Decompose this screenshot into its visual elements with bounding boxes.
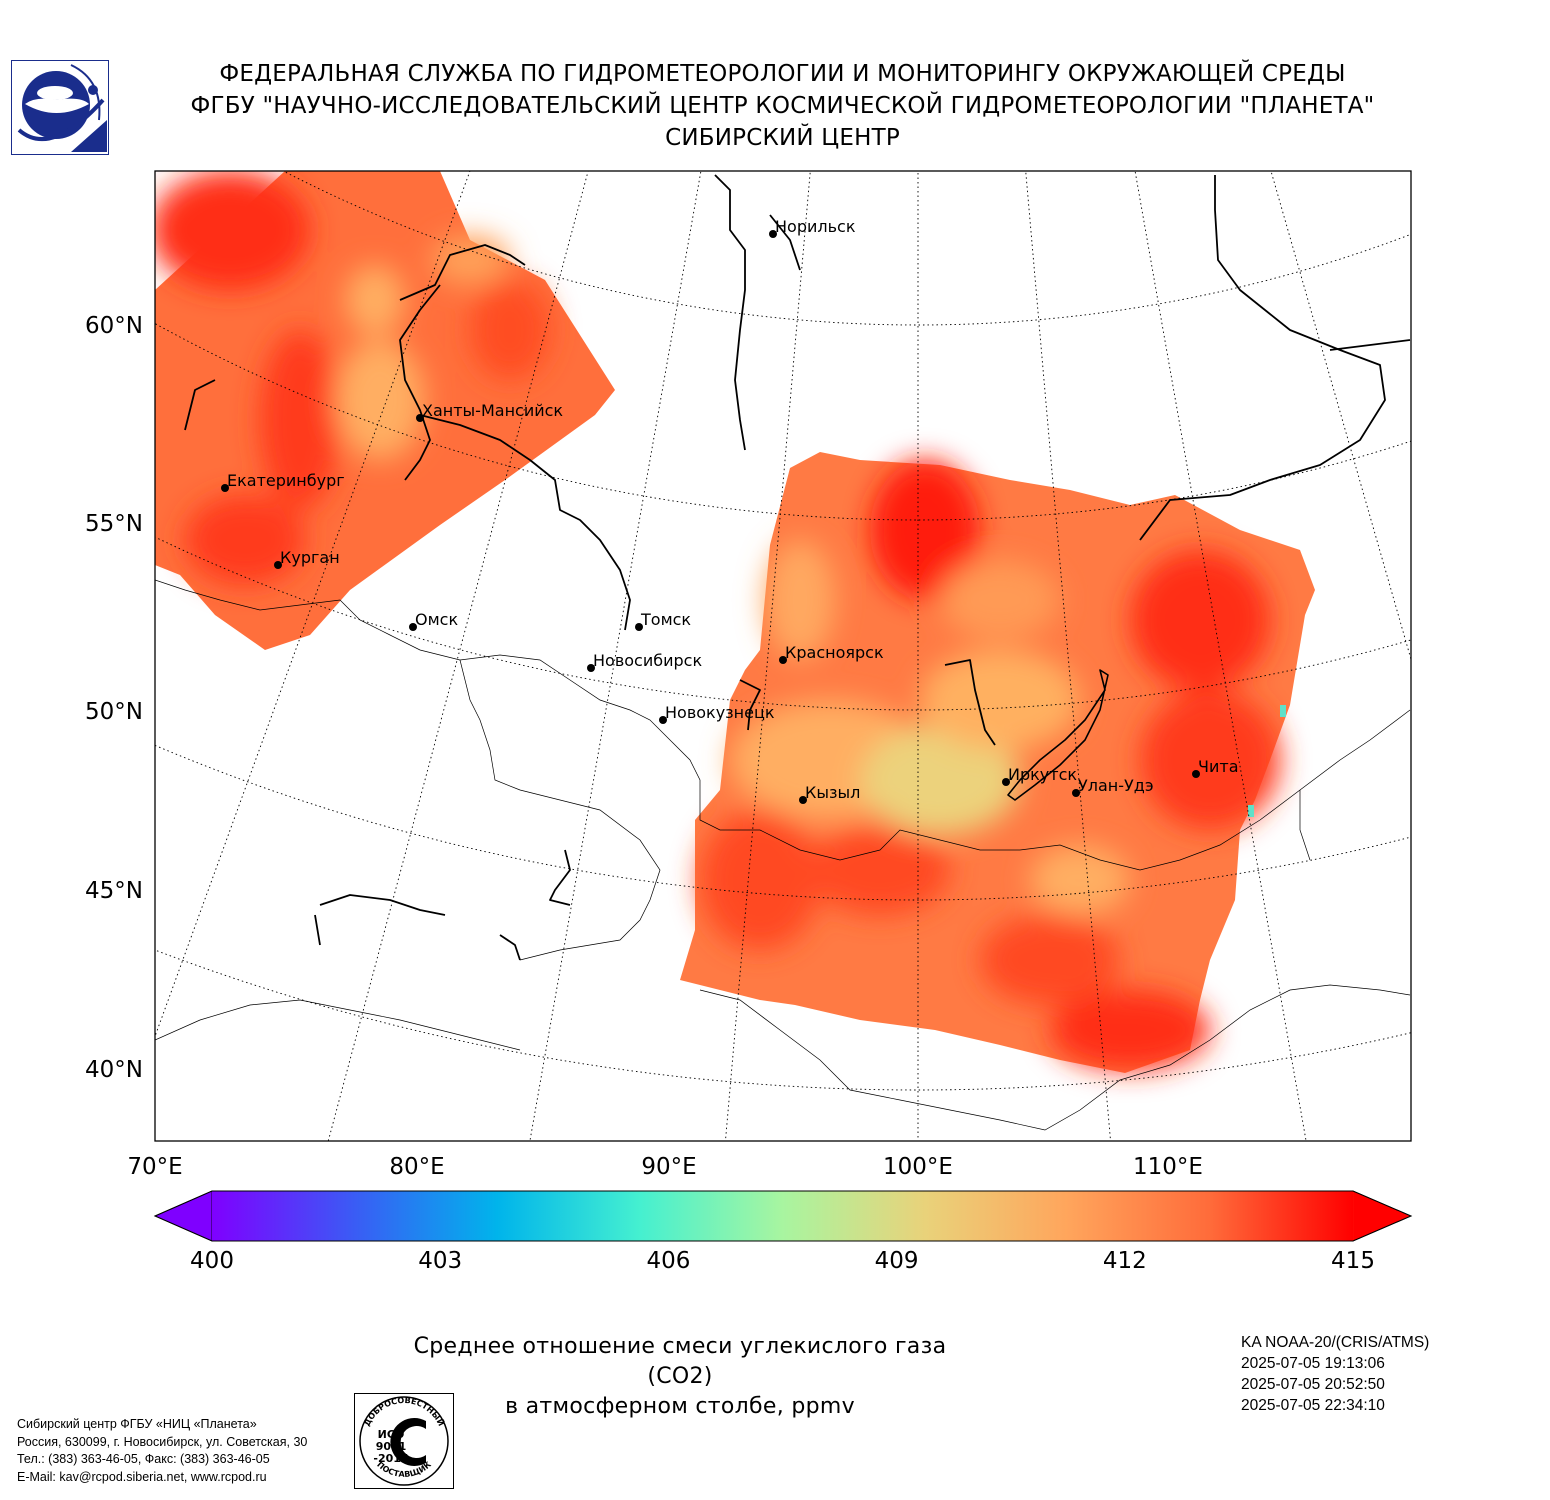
product-title: Среднее отношение смеси углекислого газа… <box>380 1332 980 1422</box>
iso-line-3: -2015 <box>373 1452 408 1465</box>
city-dot <box>1072 789 1080 797</box>
lon-tick-label: 80°E <box>389 1154 444 1180</box>
footer-line-1: Сибирский центр ФГБУ «НИЦ «Планета» <box>17 1417 257 1431</box>
iso-line-1: ИСО <box>378 1428 405 1441</box>
city-label: Екатеринбург <box>227 471 345 490</box>
lon-tick-label: 110°E <box>1133 1154 1203 1180</box>
city-label: Новокузнецк <box>665 703 775 722</box>
co2-swath-east <box>680 452 1315 1073</box>
header-line-1: ФЕДЕРАЛЬНАЯ СЛУЖБА ПО ГИДРОМЕТЕОРОЛОГИИ … <box>219 61 1346 87</box>
footer-line-2: Россия, 630099, г. Новосибирск, ул. Сове… <box>17 1434 308 1449</box>
lat-tick-label: 40°N <box>85 1057 143 1083</box>
city-label: Красноярск <box>785 643 884 662</box>
satellite-time-2: 2025-07-05 20:52:50 <box>1241 1376 1385 1393</box>
city-label: Курган <box>280 548 340 567</box>
latitude-labels: 60°N 55°N 50°N 45°N 40°N <box>85 313 143 1083</box>
colorbar-tick-label: 406 <box>646 1248 690 1274</box>
city-label: Томск <box>640 610 691 629</box>
lat-tick-label: 45°N <box>85 878 143 904</box>
colorbar: 400 403 406 409 412 415 <box>153 1190 1413 1274</box>
satellite-time-1: 2025-07-05 19:13:06 <box>1241 1355 1385 1372</box>
cities-layer: Норильск Ханты-Мансийск Екатеринбург Курган… <box>221 217 1239 804</box>
footer-contacts: Сибирский центр ФГБУ «НИЦ «Планета» Росс… <box>17 1416 307 1486</box>
city-marker: Иркутск <box>1002 765 1077 786</box>
city-dot <box>779 656 787 664</box>
city-marker: Норильск <box>769 217 856 238</box>
city-label: Ханты-Мансийск <box>422 401 563 420</box>
coastlines <box>184 174 1411 961</box>
footer-line-3: Тел.: (383) 363-46-05, Факс: (383) 363-4… <box>17 1452 270 1466</box>
colorbar-tick-label: 412 <box>1103 1248 1147 1274</box>
city-marker: Чита <box>1192 757 1239 778</box>
city-marker: Кызыл <box>799 783 860 804</box>
city-dot <box>769 230 777 238</box>
city-label: Кызыл <box>805 783 860 802</box>
colorbar-outline <box>153 1190 1413 1242</box>
city-marker: Омск <box>409 610 458 631</box>
planeta-logo-icon <box>11 60 109 155</box>
colorbar-max-extend <box>1352 1190 1413 1242</box>
city-marker: Улан-Удэ <box>1072 776 1154 797</box>
city-label: Улан-Удэ <box>1078 776 1154 795</box>
city-dot <box>587 664 595 672</box>
city-marker: Томск <box>635 610 691 631</box>
city-dot <box>1002 778 1010 786</box>
satellite-name: KA NOAA-20/(CRIS/ATMS) <box>1241 1334 1430 1351</box>
footer-line-4: E-Mail: kav@rcpod.siberia.net, www.rcpod… <box>17 1469 267 1484</box>
city-dot <box>221 484 229 492</box>
city-marker: Новосибирск <box>587 651 702 672</box>
city-label: Чита <box>1198 757 1239 776</box>
city-marker: Новокузнецк <box>659 703 775 724</box>
colorbar-fill <box>212 1191 1353 1241</box>
lon-tick-label: 100°E <box>883 1154 953 1180</box>
colorbar-tick-label: 403 <box>418 1248 462 1274</box>
colorbar-tick-label: 409 <box>875 1248 919 1274</box>
header-line-3: СИБИРСКИЙ ЦЕНТР <box>665 125 900 151</box>
header: ФЕДЕРАЛЬНАЯ СЛУЖБА ПО ГИДРОМЕТЕОРОЛОГИИ … <box>120 58 1445 154</box>
iso-certificate-stamp: ДОБРОСОВЕСТНЫЙ ПОСТАВЩИК ИСО 9001 -2015 <box>354 1393 454 1489</box>
city-label: Новосибирск <box>593 651 702 670</box>
product-title-line-2: в атмосферном столбе, ppmv <box>505 1394 855 1419</box>
lat-tick-label: 60°N <box>85 313 143 339</box>
header-line-2: ФГБУ "НАУЧНО-ИССЛЕДОВАТЕЛЬСКИЙ ЦЕНТР КОС… <box>190 93 1375 119</box>
lon-tick-label: 90°E <box>641 1154 696 1180</box>
longitude-labels: 70°E 80°E 90°E 100°E 110°E <box>127 1154 1203 1180</box>
co2-swath-west <box>155 171 615 650</box>
city-dot <box>274 561 282 569</box>
lat-tick-label: 50°N <box>85 699 143 725</box>
borders <box>155 579 1411 1131</box>
colorbar-tick-label: 415 <box>1331 1248 1375 1274</box>
city-dot <box>659 716 667 724</box>
city-dot <box>1192 770 1200 778</box>
city-dot <box>799 796 807 804</box>
lat-tick-label: 55°N <box>85 511 143 537</box>
lon-tick-label: 70°E <box>127 1154 182 1180</box>
product-title-line-1: Среднее отношение смеси углекислого газа… <box>413 1334 947 1389</box>
city-label: Омск <box>415 610 458 629</box>
city-marker: Красноярск <box>779 643 884 664</box>
satellite-time-3: 2025-07-05 22:34:10 <box>1241 1397 1385 1414</box>
city-dot <box>635 623 643 631</box>
map-frame <box>154 170 1412 1142</box>
city-marker: Курган <box>274 548 340 569</box>
city-label: Иркутск <box>1008 765 1077 784</box>
city-dot <box>409 623 417 631</box>
city-label: Норильск <box>775 217 856 236</box>
city-marker: Екатеринбург <box>221 471 345 492</box>
colorbar-min-extend <box>154 1190 213 1242</box>
iso-line-2: 9001 <box>376 1440 407 1453</box>
city-dot <box>416 414 424 422</box>
satellite-info: KA NOAA-20/(CRIS/ATMS) 2025-07-05 19:13:… <box>1241 1332 1429 1416</box>
colorbar-tick-label: 400 <box>190 1248 234 1274</box>
city-marker: Ханты-Мансийск <box>416 401 563 422</box>
